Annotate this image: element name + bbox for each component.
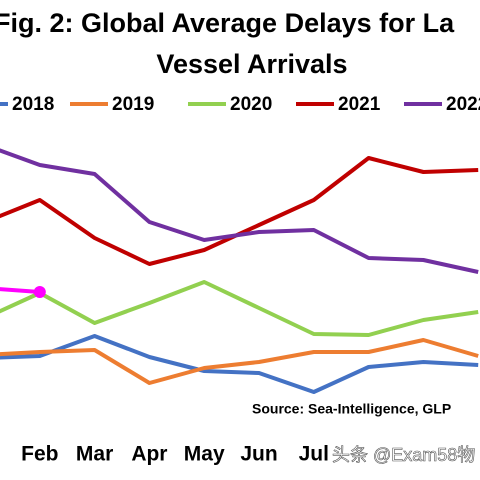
line	[0, 148, 479, 274]
line	[0, 280, 479, 337]
x-tick-label: May	[184, 443, 225, 466]
legend-label: 2022	[446, 94, 480, 115]
legend-label: 2020	[230, 94, 272, 115]
x-tick-label: Jun	[240, 443, 277, 466]
point	[33, 286, 46, 298]
line	[0, 156, 479, 266]
chart-subtitle: Vessel Arrivals	[156, 49, 347, 79]
line	[0, 287, 40, 294]
line	[0, 338, 479, 385]
source: Source: Sea-Intelligence, GLP	[252, 401, 451, 417]
legend-label: 2018	[12, 94, 54, 115]
x-tick-label: Mar	[76, 443, 113, 466]
x-tick-label: Jul	[299, 443, 329, 466]
x-tick-label: Apr	[131, 443, 167, 466]
plot: Feb Mar Apr May Jun Jul 2018 2019 2020 2021 2022	[0, 94, 480, 466]
chart-title: Fig. 2: Global Average Delays for La	[0, 8, 455, 38]
line	[0, 334, 479, 394]
watermark: 头条 @Exam58物	[332, 445, 475, 465]
x-tick-label: Feb	[21, 443, 58, 466]
legend-label: 2021	[338, 94, 381, 115]
legend-label: 2019	[112, 94, 154, 115]
